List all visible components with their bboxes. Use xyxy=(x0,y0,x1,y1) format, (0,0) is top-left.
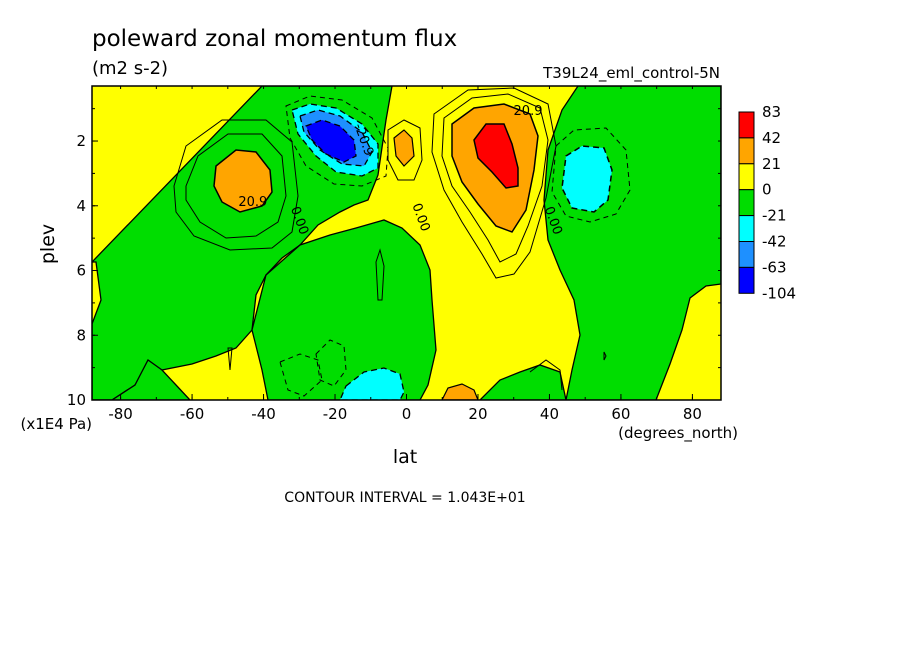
region-orange-equator xyxy=(393,129,415,167)
colorbar-level-label: 0 xyxy=(762,181,772,199)
colorbar-level-label: -21 xyxy=(762,207,787,225)
x-tick-label: 20 xyxy=(468,405,487,423)
colorbar-swatch xyxy=(738,241,755,268)
region-green-sh-lower xyxy=(92,359,191,400)
y-axis-label: plev xyxy=(37,224,59,264)
x-axis: -80 -60 -40 -20 0 20 40 60 80 xyxy=(108,86,702,423)
y-units: (x1E4 Pa) xyxy=(21,415,92,433)
contour-lines xyxy=(173,87,631,397)
colorbar-swatch xyxy=(738,163,755,191)
colorbar-swatch xyxy=(738,266,755,294)
colorbar-swatch xyxy=(738,137,755,165)
region-orange-surface-nh xyxy=(441,383,479,400)
y-tick-label: 6 xyxy=(76,262,86,280)
run-label: T39L24_eml_control-5N xyxy=(542,64,720,83)
x-tick-label: 60 xyxy=(611,405,630,423)
contour-interval-text: CONTOUR INTERVAL = 1.043E+01 xyxy=(284,490,525,506)
colorbar-level-label: 21 xyxy=(762,155,781,173)
colorbar-level-label: -104 xyxy=(762,284,796,302)
y-tick-label: 8 xyxy=(76,326,86,344)
y-tick-label: 4 xyxy=(76,197,86,215)
x-units: (degrees_north) xyxy=(618,424,738,443)
colorbar-level-label: 42 xyxy=(762,129,781,147)
colorbar-level-label: -63 xyxy=(762,258,787,276)
y-tick-label: 10 xyxy=(67,391,86,409)
colorbar-level-label: -42 xyxy=(762,233,787,251)
y-axis: 2 4 6 8 10 xyxy=(67,108,721,409)
x-tick-label: -40 xyxy=(251,405,276,423)
plot-area xyxy=(92,86,721,400)
x-tick-label: 0 xyxy=(402,405,412,423)
chart-units: (m2 s-2) xyxy=(92,58,168,79)
x-axis-label: lat xyxy=(393,446,417,468)
region-orange-max-sh xyxy=(213,149,273,213)
region-red-max-nh xyxy=(473,123,519,189)
colorbar: 83 42 21 0 -21 -42 -63 -104 xyxy=(738,103,796,302)
colorbar-swatch xyxy=(738,111,755,139)
x-tick-label: 80 xyxy=(683,405,702,423)
colorbar-swatch xyxy=(738,215,755,243)
region-cyan-min-surface xyxy=(339,367,405,400)
colorbar-swatch xyxy=(738,189,755,217)
x-tick-label: -60 xyxy=(180,405,205,423)
chart-title: poleward zonal momentum flux xyxy=(92,26,457,52)
x-tick-label: -20 xyxy=(323,405,348,423)
x-tick-label: -80 xyxy=(108,405,133,423)
region-darkblue-min-sh xyxy=(305,119,357,163)
region-cyan-min-nh xyxy=(561,145,613,213)
contour-label: 20.9 xyxy=(238,195,267,210)
x-tick-label: 40 xyxy=(540,405,559,423)
colorbar-level-label: 83 xyxy=(762,103,781,121)
y-tick-label: 2 xyxy=(76,132,86,150)
contour-label: 20.9 xyxy=(514,104,543,119)
